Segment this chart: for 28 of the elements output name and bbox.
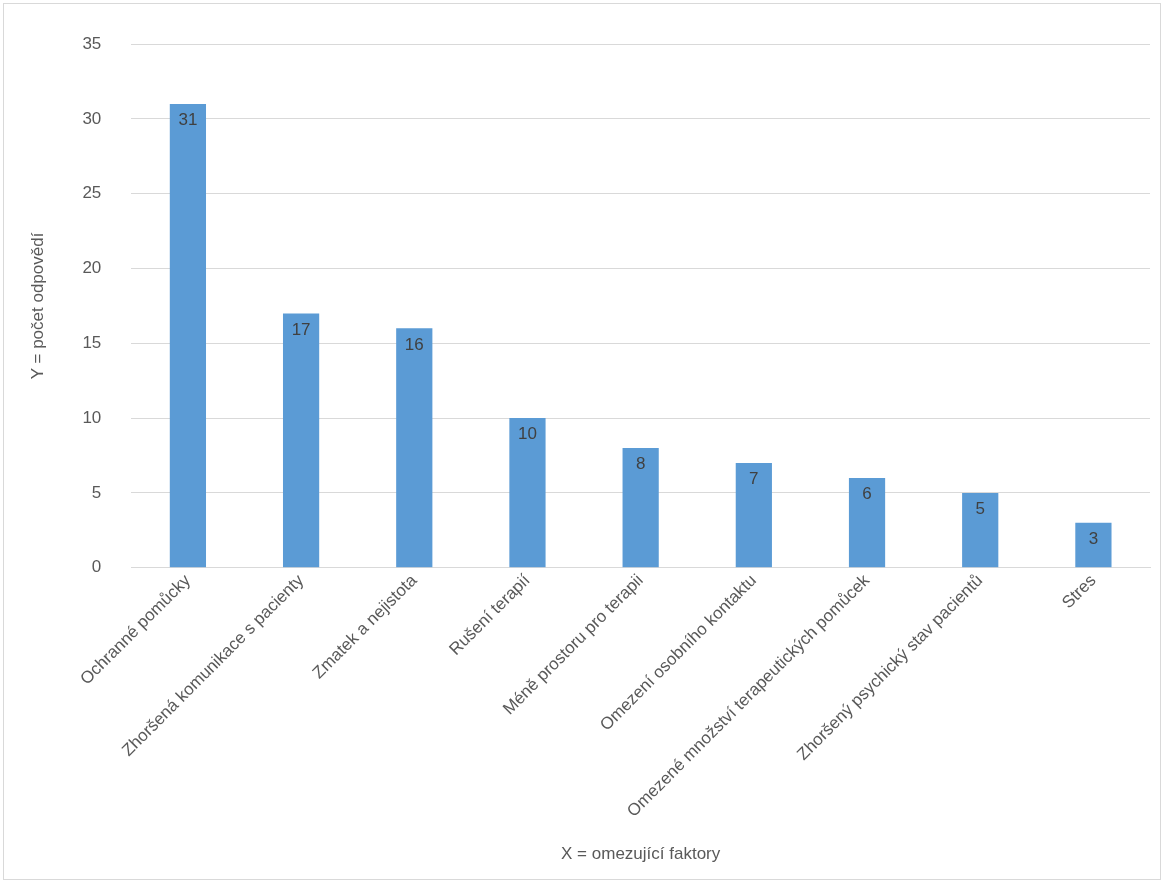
data-label: 7 — [749, 469, 759, 489]
data-label: 5 — [975, 499, 985, 519]
data-label: 17 — [291, 319, 311, 339]
data-label: 16 — [404, 334, 424, 354]
bar — [169, 104, 207, 568]
y-tick-label: 20 — [82, 258, 102, 278]
data-label: 8 — [635, 454, 646, 474]
y-tick-label: 30 — [82, 108, 102, 128]
bar — [282, 313, 320, 568]
y-tick-label: 35 — [82, 33, 102, 53]
x-axis-title: X = omezující faktory — [561, 844, 721, 864]
data-label: 31 — [178, 110, 198, 130]
y-axis-title: Y = počet odpovědí — [27, 232, 47, 380]
y-tick-label: 15 — [82, 333, 102, 353]
bar — [396, 328, 433, 568]
bar — [735, 462, 772, 568]
bar — [509, 418, 546, 568]
y-tick-label: 0 — [91, 557, 102, 577]
data-label: 10 — [518, 424, 537, 444]
bar — [622, 448, 659, 568]
y-tick-label: 10 — [82, 407, 102, 427]
bar — [962, 492, 999, 568]
data-label: 6 — [862, 484, 872, 504]
bar — [848, 477, 886, 568]
data-label: 3 — [1088, 528, 1099, 548]
bar — [1075, 522, 1112, 568]
y-tick-label: 25 — [82, 183, 102, 203]
y-tick-label: 5 — [91, 482, 102, 502]
